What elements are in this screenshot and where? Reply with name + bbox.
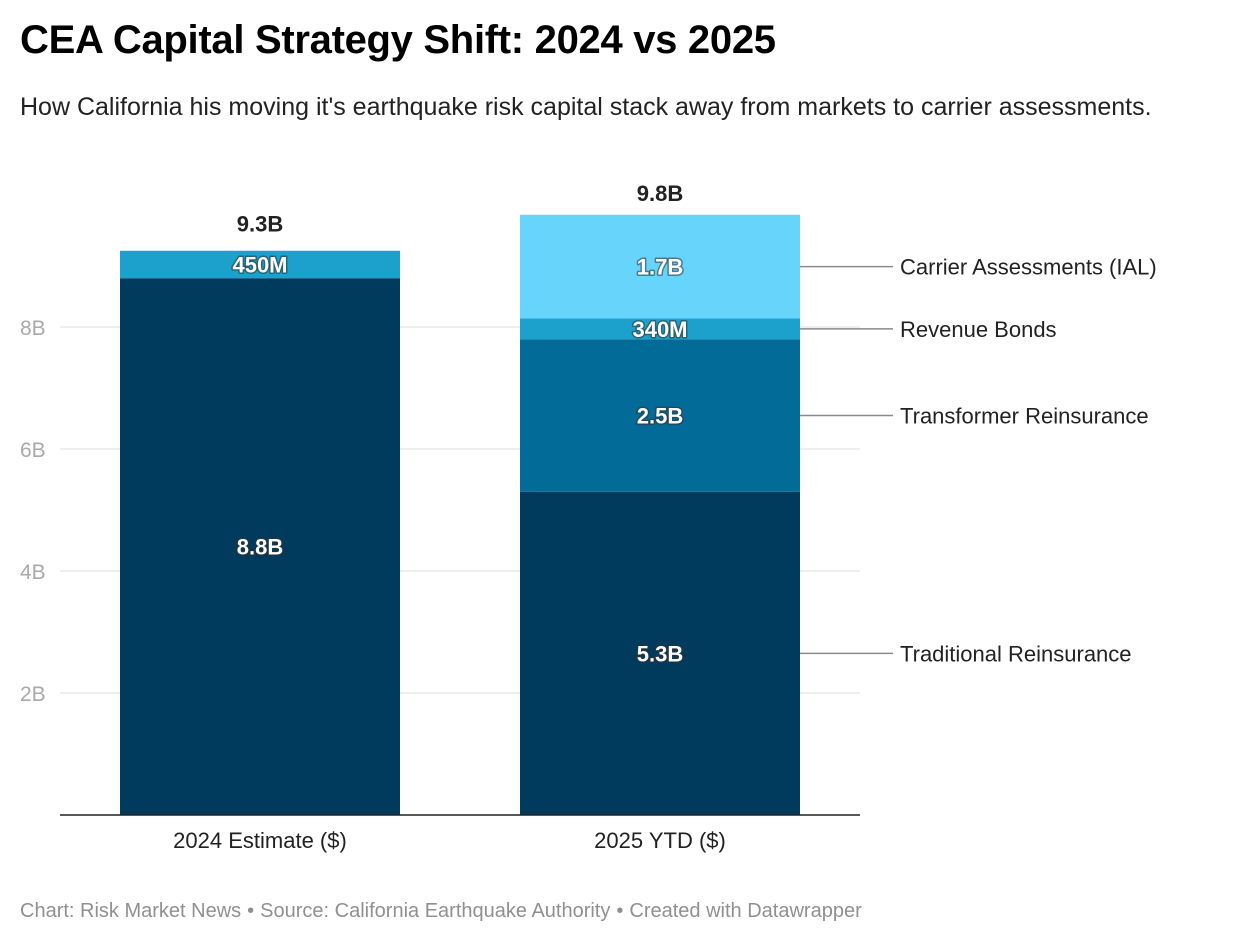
legend-label: Carrier Assessments (IAL) xyxy=(900,255,1157,280)
total-label: 9.3B xyxy=(237,212,283,237)
bar-segment xyxy=(520,318,800,340)
legend-label: Revenue Bonds xyxy=(900,317,1057,342)
chart-footer: Chart: Risk Market News • Source: Californ… xyxy=(20,900,862,922)
data-label: 1.7B xyxy=(637,255,683,280)
chart-subtitle: How California his moving it's earthquak… xyxy=(20,93,1152,121)
legend-label: Transformer Reinsurance xyxy=(900,403,1149,428)
bar-segment xyxy=(120,250,400,279)
data-label: 450M xyxy=(232,252,287,277)
bar-segment xyxy=(520,214,800,319)
y-tick-label: 8B xyxy=(20,317,46,340)
chart-title: CEA Capital Strategy Shift: 2024 vs 2025 xyxy=(20,18,776,62)
y-tick-label: 6B xyxy=(20,439,46,462)
x-tick-label: 2025 YTD ($) xyxy=(594,828,726,853)
bar-segment xyxy=(120,278,400,815)
data-label: 5.3B xyxy=(637,641,683,666)
created-with-note: Created with Datawrapper xyxy=(629,900,862,922)
data-label: 340M xyxy=(632,317,687,342)
bar-segment xyxy=(520,491,800,815)
x-tick-label: 2024 Estimate ($) xyxy=(173,828,347,853)
y-tick-label: 4B xyxy=(20,561,46,584)
data-label: 8.8B xyxy=(237,535,283,560)
y-tick-label: 2B xyxy=(20,683,46,706)
bar-segment xyxy=(520,339,800,492)
data-label: 2.5B xyxy=(637,403,683,428)
total-label: 9.8B xyxy=(637,181,683,206)
source-note: Source: California Earthquake Authority xyxy=(260,900,611,922)
legend-label: Traditional Reinsurance xyxy=(900,641,1132,666)
chart-credit: Chart: Risk Market News xyxy=(20,900,242,922)
